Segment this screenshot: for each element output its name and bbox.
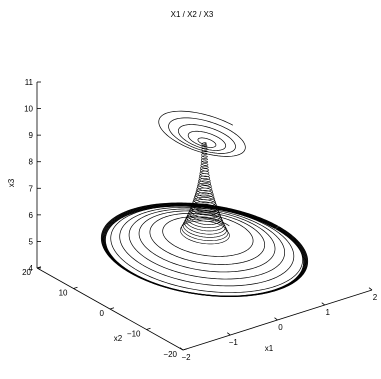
chart-title: X1 / X2 / X3 bbox=[171, 10, 214, 19]
x2-tick-label: 20 bbox=[22, 268, 31, 277]
x1-tick-label: 2 bbox=[373, 293, 378, 302]
z-tick-label: 7 bbox=[29, 184, 34, 193]
x2-tick-label: −20 bbox=[163, 350, 177, 359]
x1-tick-mark bbox=[274, 317, 278, 321]
z-tick-label: 4 bbox=[29, 264, 34, 273]
z-tick-label: 11 bbox=[25, 78, 34, 87]
z-tick-label: 10 bbox=[24, 105, 33, 114]
x2-tick-mark bbox=[73, 286, 78, 289]
z-tick-label: 5 bbox=[29, 237, 34, 246]
x1-tick-label: 0 bbox=[278, 323, 283, 332]
x-axis-label: x1 bbox=[265, 344, 274, 353]
x2-tick-mark bbox=[146, 327, 151, 330]
x2-tick-label: 10 bbox=[59, 289, 68, 298]
trajectory-group bbox=[100, 110, 309, 297]
x2-tick-mark bbox=[109, 307, 115, 310]
z-tick-label: 8 bbox=[29, 158, 34, 167]
z-axis-label: x3 bbox=[7, 178, 16, 187]
trajectory-base-spiral bbox=[110, 205, 303, 293]
trajectory-funnel bbox=[179, 142, 230, 245]
x1-tick-mark bbox=[321, 302, 325, 306]
x1-tick-mark bbox=[227, 332, 231, 336]
x1-tick-mark bbox=[179, 347, 184, 351]
x2-tick-label: 0 bbox=[100, 309, 105, 318]
z-tick-label: 9 bbox=[29, 131, 34, 140]
x2-tick-mark bbox=[36, 266, 42, 269]
trajectory-limit-cycle bbox=[100, 202, 309, 297]
trajectory-limit-cycle bbox=[104, 205, 305, 297]
x1-tick-label: −2 bbox=[181, 353, 191, 362]
x1-tick-label: 1 bbox=[326, 308, 331, 317]
y-axis-label: x2 bbox=[114, 334, 123, 343]
x1-tick-mark bbox=[368, 287, 373, 291]
x1-tick-label: −1 bbox=[229, 338, 239, 347]
z-tick-label: 6 bbox=[29, 211, 34, 220]
x2-tick-label: −10 bbox=[127, 330, 141, 339]
x2-tick-mark bbox=[182, 348, 188, 351]
trajectory-top-spiral bbox=[158, 110, 246, 157]
